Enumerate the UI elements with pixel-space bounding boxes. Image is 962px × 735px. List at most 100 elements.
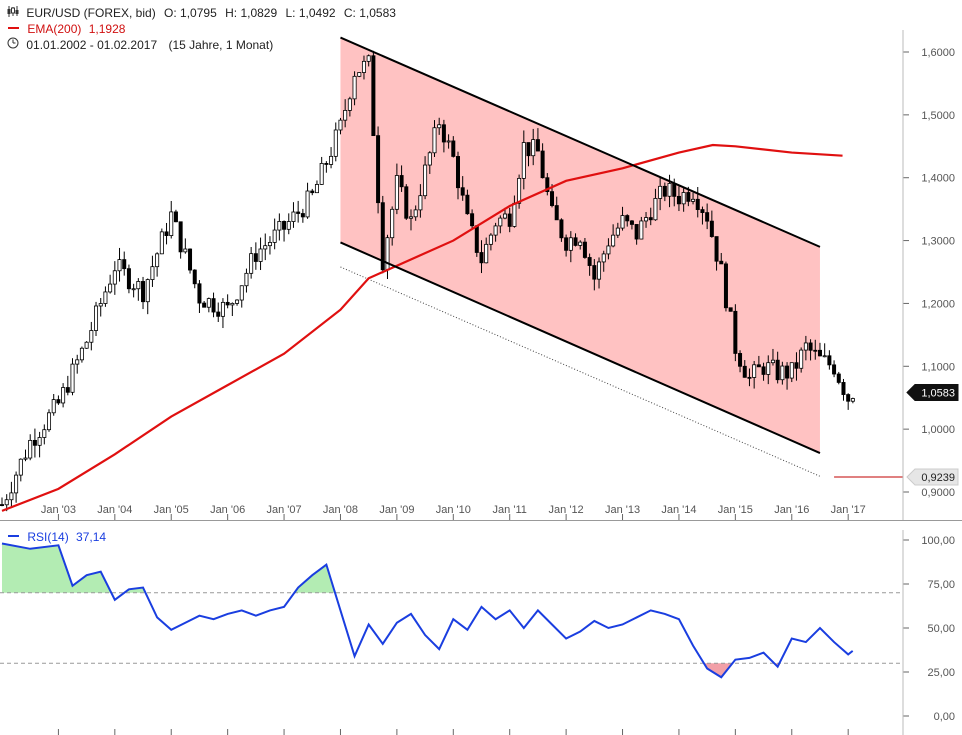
candle-body: [597, 261, 602, 280]
candle-body: [578, 241, 583, 246]
x-tick-label: Jan '13: [605, 504, 640, 516]
candle-body: [141, 281, 146, 303]
candle-body: [564, 237, 569, 251]
candle-body: [813, 349, 818, 352]
candle-body: [634, 224, 639, 240]
candle-body: [568, 237, 573, 251]
candle-body: [691, 198, 696, 202]
candle-body: [211, 298, 216, 313]
rsi-label: RSI(14): [27, 529, 69, 544]
candle-body: [122, 259, 127, 270]
candle-body: [277, 221, 282, 231]
candle-body: [799, 349, 804, 369]
candle-body: [150, 266, 155, 280]
candle-body: [676, 195, 681, 205]
date-range: 01.01.2002 - 01.02.2017: [26, 37, 158, 52]
candle-body: [639, 220, 644, 240]
range-header: 01.01.2002 - 01.02.2017 (15 Jahre, 1 Mon…: [6, 37, 273, 52]
candle-body: [357, 72, 362, 77]
candle-body: [738, 353, 743, 367]
candle-body: [9, 492, 14, 501]
candle-body: [239, 285, 244, 301]
candle-body: [0, 504, 4, 506]
high-value: H: 1,0829: [225, 5, 278, 20]
candle-body: [413, 209, 418, 218]
rsi-y-axis: 100,00 75,00 50,00 25,00 0,00: [902, 530, 955, 735]
candlestick-series: [0, 50, 855, 512]
candle-body: [446, 140, 451, 143]
candle-body: [84, 341, 89, 349]
price-y-tick-label: 1,3000: [921, 236, 955, 248]
x-tick-label: Jan '07: [266, 504, 301, 516]
candle-body: [709, 220, 714, 237]
candle-body: [343, 109, 348, 121]
candle-body: [183, 248, 188, 253]
candle-body: [526, 142, 531, 157]
candle-body: [517, 177, 522, 204]
candle-body: [832, 364, 837, 375]
candle-body: [521, 142, 526, 179]
candle-body: [817, 349, 822, 357]
ema-value: 1,1928: [88, 21, 126, 36]
candle-body: [705, 212, 710, 222]
candle-body: [700, 209, 705, 213]
candle-body: [850, 398, 855, 402]
x-tick-label: Jan '05: [154, 504, 189, 516]
candle-body: [785, 365, 790, 379]
candle-body: [644, 217, 649, 222]
bottom-tick-marks: [57, 729, 849, 735]
candle-body: [216, 311, 221, 317]
candle-body: [164, 231, 169, 237]
rsi-value: 37,14: [76, 529, 107, 544]
candle-body: [714, 236, 719, 262]
candle-body: [28, 439, 33, 459]
candle-body: [192, 269, 197, 285]
candle-body: [253, 253, 258, 262]
candle-body: [723, 263, 728, 309]
rsi-oversold-fill: [703, 663, 733, 678]
candle-body: [531, 139, 536, 157]
candle-body: [188, 248, 193, 271]
candle-body: [108, 283, 113, 293]
candle-body: [376, 135, 381, 204]
rsi-y-tick-label: 0,00: [934, 711, 955, 723]
candle-body: [432, 127, 437, 154]
candle-body: [272, 229, 277, 243]
price-tag-label: 0,9239: [921, 472, 955, 484]
candle-body: [103, 291, 108, 304]
price-y-tick-label: 1,4000: [921, 173, 955, 185]
candle-body: [794, 362, 799, 369]
ema-legend: EMA(200) 1,1928: [6, 21, 125, 36]
candle-body: [329, 155, 334, 165]
candle-body: [559, 219, 564, 239]
candle-body: [742, 365, 747, 378]
candle-body: [4, 499, 9, 506]
candle-body: [155, 253, 160, 268]
candle-body: [615, 227, 620, 236]
candle-body: [648, 217, 653, 221]
x-tick-label: Jan '03: [41, 504, 76, 516]
candle-body: [512, 202, 517, 227]
candle-body: [305, 190, 310, 218]
candle-body: [479, 252, 484, 264]
price-y-tick-label: 1,0000: [921, 424, 955, 436]
candle-body: [582, 241, 587, 258]
candle-body: [94, 305, 99, 331]
open-value: O: 1,0795: [164, 5, 217, 20]
rsi-threshold-lines: [0, 592, 903, 664]
candle-body: [554, 205, 559, 221]
rsi-overbought-fill: [294, 564, 336, 593]
time-x-axis: Jan '03 Jan '04 Jan '05 Jan '06 Jan '07 Jan '…: [41, 504, 866, 520]
candle-body: [169, 211, 174, 237]
rsi-y-tick-label: 100,00: [921, 535, 955, 547]
candle-body: [484, 243, 489, 264]
candle-body: [756, 364, 761, 368]
rsi-zone-fills: [2, 543, 780, 678]
candle-body: [427, 152, 432, 166]
candle-body: [75, 359, 80, 365]
candle-body: [258, 248, 263, 262]
close-value: C: 1,0583: [343, 5, 396, 20]
candle-body: [159, 231, 164, 255]
candle-body: [126, 268, 131, 290]
candle-body: [230, 302, 235, 306]
